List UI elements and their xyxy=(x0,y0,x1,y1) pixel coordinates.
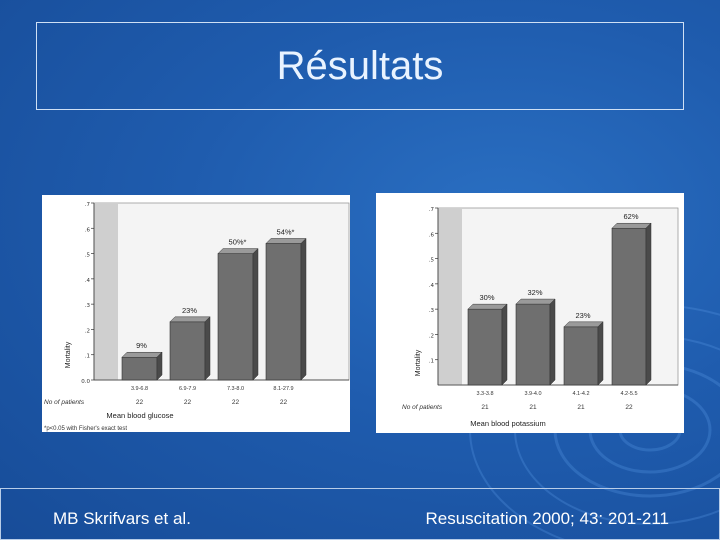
potassium-patients-value: 21 xyxy=(529,404,537,411)
potassium-bar-top xyxy=(611,222,652,229)
glucose-y-tick-label: .6 xyxy=(85,227,91,233)
glucose-bar-side xyxy=(204,316,211,381)
glucose-category-label: 7.3-8.0 xyxy=(227,386,244,392)
potassium-bar-side xyxy=(645,222,652,386)
glucose-patients-label: No of patients xyxy=(44,399,85,406)
potassium-patients-value: 22 xyxy=(625,404,633,411)
glucose-bar xyxy=(169,321,206,381)
slide-title: Résultats xyxy=(276,43,444,88)
glucose-bar-top xyxy=(121,351,163,358)
footer-citation: Resuscitation 2000; 43: 201-211 xyxy=(425,509,669,528)
glucose-patients-value: 22 xyxy=(184,399,192,406)
glucose-bar-side xyxy=(252,247,259,381)
glucose-bar-top xyxy=(265,238,307,244)
title-frame: Résultats xyxy=(36,22,684,110)
glucose-bar-side xyxy=(156,351,163,381)
potassium-bar-top xyxy=(563,321,604,328)
potassium-bar xyxy=(515,303,551,386)
glucose-bar-side xyxy=(300,237,307,381)
glucose-patients-value: 22 xyxy=(136,399,144,406)
potassium-y-tick-label: .4 xyxy=(429,283,435,289)
potassium-bar-side xyxy=(549,298,556,386)
glucose-bar-value-label: 9% xyxy=(136,341,147,350)
potassium-bar-top xyxy=(467,303,508,310)
glucose-y-tick-label: .1 xyxy=(85,354,90,360)
footer-author: MB Skrifvars et al. xyxy=(53,509,191,528)
glucose-y-tick-label: .4 xyxy=(85,278,91,284)
potassium-y-tick-label: .3 xyxy=(429,308,435,314)
potassium-patients-value: 21 xyxy=(481,404,489,411)
glucose-footnote: *p<0.05 with Fisher's exact test xyxy=(44,426,127,432)
glucose-bar xyxy=(121,356,158,381)
glucose-y-axis-label: Mortality xyxy=(65,341,72,368)
glucose-category-label: 6.9-7.9 xyxy=(179,386,196,392)
potassium-bar xyxy=(467,308,503,386)
potassium-figure: .1 .2 .3 .4 .5 .6 .7 Mortality 30% 3.3-3.8 21 32% 3.… xyxy=(376,193,684,433)
glucose-y-tick-label: .5 xyxy=(85,253,91,259)
footer-bar: MB Skrifvars et al. Resuscitation 2000; … xyxy=(0,488,720,540)
glucose-bar-top xyxy=(169,316,211,323)
glucose-bar-value-label: 54%* xyxy=(277,227,295,236)
potassium-bar-side xyxy=(501,303,508,386)
glucose-y-tick-label: 0.0 xyxy=(81,379,90,385)
potassium-bar-value-label: 32% xyxy=(527,288,542,297)
glucose-figure: 0.0 .1 .2 .3 .4 .5 .6 .7 Mortality 9% 3.9-6.8 22 23%… xyxy=(42,195,350,432)
potassium-y-tick-label: .7 xyxy=(429,207,435,213)
potassium-bar-top xyxy=(515,298,556,305)
glucose-bar-value-label: 50%* xyxy=(229,238,247,247)
potassium-bar-value-label: 62% xyxy=(623,212,638,221)
potassium-y-axis-label: Mortality xyxy=(415,349,422,376)
potassium-x-axis-label: Mean blood potassium xyxy=(470,419,545,428)
glucose-category-label: 8.1-27.9 xyxy=(273,386,293,392)
potassium-bar-value-label: 30% xyxy=(479,293,494,302)
potassium-category-label: 3.3-3.8 xyxy=(476,391,493,397)
glucose-bar-top xyxy=(217,248,259,254)
potassium-bar-value-label: 23% xyxy=(575,311,590,320)
glucose-chart: 0.0 .1 .2 .3 .4 .5 .6 .7 Mortality 9% 3.9-6.8 22 23%… xyxy=(44,202,350,432)
glucose-bar xyxy=(217,253,254,381)
potassium-category-label: 4.2-5.5 xyxy=(620,391,637,397)
glucose-bar xyxy=(265,243,302,381)
potassium-patients-label: No of patients xyxy=(402,404,443,411)
glucose-x-axis-label: Mean blood glucose xyxy=(106,411,173,420)
potassium-y-tick-label: .5 xyxy=(429,258,435,264)
potassium-back-wall xyxy=(438,208,462,385)
glucose-patients-value: 22 xyxy=(232,399,240,406)
glucose-y-tick-label: .3 xyxy=(85,303,91,309)
potassium-bar-side xyxy=(597,321,604,386)
potassium-y-tick-label: .2 xyxy=(429,333,434,339)
potassium-category-label: 4.1-4.2 xyxy=(572,391,589,397)
potassium-y-tick-label: .1 xyxy=(429,359,434,365)
potassium-patients-value: 21 xyxy=(577,404,585,411)
glucose-patients-value: 22 xyxy=(280,399,288,406)
glucose-category-label: 3.9-6.8 xyxy=(131,386,148,392)
potassium-bar xyxy=(563,326,599,386)
potassium-bar xyxy=(611,227,647,386)
glucose-back-wall xyxy=(94,203,118,380)
glucose-y-tick-label: .7 xyxy=(85,202,91,208)
potassium-chart: .1 .2 .3 .4 .5 .6 .7 Mortality 30% 3.3-3.8 21 32% 3.… xyxy=(402,207,679,428)
potassium-category-label: 3.9-4.0 xyxy=(524,391,541,397)
glucose-y-tick-label: .2 xyxy=(85,328,90,334)
glucose-bar-value-label: 23% xyxy=(182,306,197,315)
potassium-y-tick-label: .6 xyxy=(429,232,435,238)
